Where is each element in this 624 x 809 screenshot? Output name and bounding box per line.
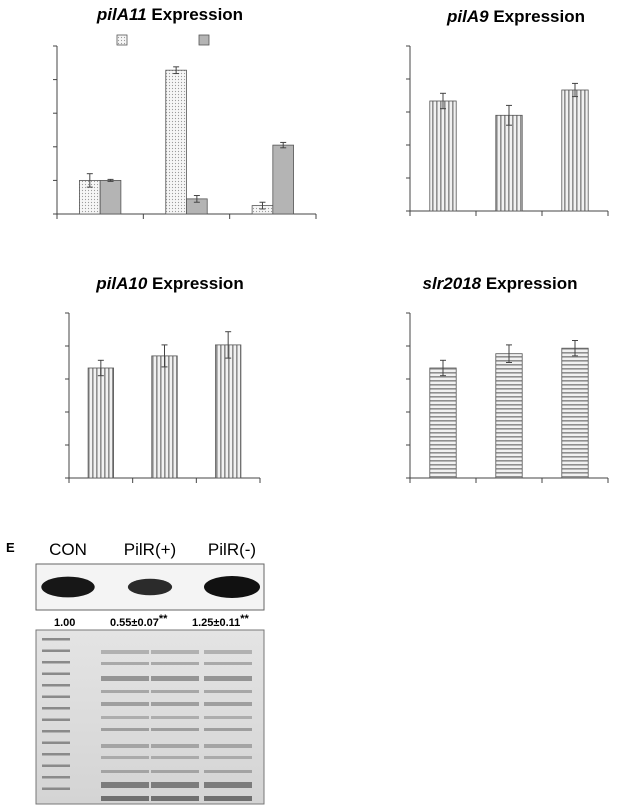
ladder-band: [42, 649, 70, 652]
chart-title: pilA11 Expression: [96, 5, 243, 24]
chart-title: pilA10 Expression: [95, 274, 243, 293]
ladder-band: [42, 718, 70, 721]
loading-control-gel: [35, 629, 265, 805]
blot-quant-significance: **: [159, 613, 168, 625]
gel-lane-band: [151, 782, 199, 788]
bar: [151, 355, 178, 479]
ladder-band: [42, 730, 70, 733]
bar: [272, 144, 294, 215]
gel-lane-band: [204, 770, 252, 773]
gel-lane-band: [204, 690, 252, 693]
blot-quant-number: 1.00: [54, 617, 75, 629]
panel-A-pilA11-chart: pilA11 Expression: [53, 5, 317, 219]
gel-lane-band: [101, 716, 149, 719]
panel-E-western-blot: E CON PilR(+) PilR(-) 1.00 0.55±0.07** 1.2…: [6, 540, 265, 805]
bar: [495, 114, 523, 212]
gel-lane-band: [151, 756, 199, 759]
gel-lane-band: [151, 744, 199, 748]
gel-lane-band: [204, 650, 252, 654]
bar: [215, 344, 242, 479]
panel-letter-E: E: [6, 540, 15, 555]
ladder-band: [42, 753, 70, 756]
gel-lane-band: [101, 796, 149, 801]
gel-lane-band: [101, 690, 149, 693]
gel-lane-band: [151, 676, 199, 681]
gel-lane-band: [151, 796, 199, 801]
gel-lane-band: [101, 782, 149, 788]
gel-lane-band: [204, 662, 252, 665]
gel-lane-band: [101, 756, 149, 759]
chart-title-gene: slr2018: [423, 274, 482, 293]
ladder-band: [42, 707, 70, 710]
gel-lane-band: [204, 716, 252, 719]
bar: [87, 367, 114, 479]
blot-band: [41, 576, 95, 598]
gel-lane-band: [151, 650, 199, 654]
ladder-band: [42, 787, 70, 790]
blot-quant-number: 1.25±0.11: [192, 617, 240, 629]
gel-lane-band: [101, 728, 149, 731]
gel-lane-band: [204, 756, 252, 759]
chart-title-suffix: Expression: [147, 274, 243, 293]
ladder-band: [42, 764, 70, 767]
chart-title-suffix: Expression: [489, 7, 585, 26]
blot-lane-label-3: PilR(-): [208, 540, 256, 559]
ladder-band: [42, 684, 70, 687]
blot-quant-value: 1.25±0.11**: [192, 613, 250, 629]
panel-D-slr2018-chart: slr2018 Expression: [406, 274, 609, 483]
chart-title-suffix: Expression: [147, 5, 243, 24]
chart-title: pilA9 Expression: [446, 7, 585, 26]
bar: [561, 347, 589, 479]
blot-band: [204, 576, 260, 598]
gel-lane-band: [101, 702, 149, 706]
chart-title: slr2018 Expression: [423, 274, 578, 293]
panel-C-pilA10-chart: pilA10 Expression: [65, 274, 261, 483]
gel-lane-band: [204, 796, 252, 801]
gel-lane-band: [101, 770, 149, 773]
legend-swatch: [198, 34, 210, 46]
bar: [429, 100, 457, 212]
chart-title-gene: pilA10: [95, 274, 148, 293]
gel-lane-band: [101, 676, 149, 681]
chart-title-gene: pilA11: [96, 5, 147, 24]
gel-lane-band: [151, 702, 199, 706]
ladder-band: [42, 741, 70, 744]
bar: [429, 367, 457, 479]
gel-lane-band: [101, 662, 149, 665]
blot-lane-label-1: CON: [49, 540, 87, 559]
ladder-band: [42, 776, 70, 779]
chart-title-gene: pilA9: [446, 7, 489, 26]
ladder-band: [42, 661, 70, 664]
blot-quant-number: 0.55±0.07: [110, 617, 159, 629]
chart-title-suffix: Expression: [481, 274, 577, 293]
bar: [561, 89, 589, 212]
blot-band: [127, 578, 173, 596]
gel-lane-band: [204, 744, 252, 748]
ladder-band: [42, 695, 70, 698]
gel-lane-band: [101, 650, 149, 654]
gel-lane-band: [101, 744, 149, 748]
blot-quant-value: 1.00: [54, 617, 75, 629]
ladder-band: [42, 638, 70, 641]
bar: [165, 69, 187, 215]
gel-lane-band: [151, 716, 199, 719]
blot-quant-significance: **: [240, 613, 249, 625]
gel-lane-band: [204, 728, 252, 731]
gel-lane-band: [204, 702, 252, 706]
ladder-band: [42, 672, 70, 675]
bar: [495, 353, 523, 479]
blot-lane-label-2: PilR(+): [124, 540, 176, 559]
gel-lane-band: [204, 676, 252, 681]
bar: [99, 179, 122, 215]
legend-swatch: [116, 34, 128, 46]
gel-lane-band: [151, 662, 199, 665]
gel-lane-band: [151, 770, 199, 773]
gel-lane-band: [151, 690, 199, 693]
panel-B-pilA9-chart: pilA9 Expression: [406, 7, 609, 216]
gel-lane-band: [151, 728, 199, 731]
gel-lane-band: [204, 782, 252, 788]
blot-quant-value: 0.55±0.07**: [110, 613, 168, 629]
